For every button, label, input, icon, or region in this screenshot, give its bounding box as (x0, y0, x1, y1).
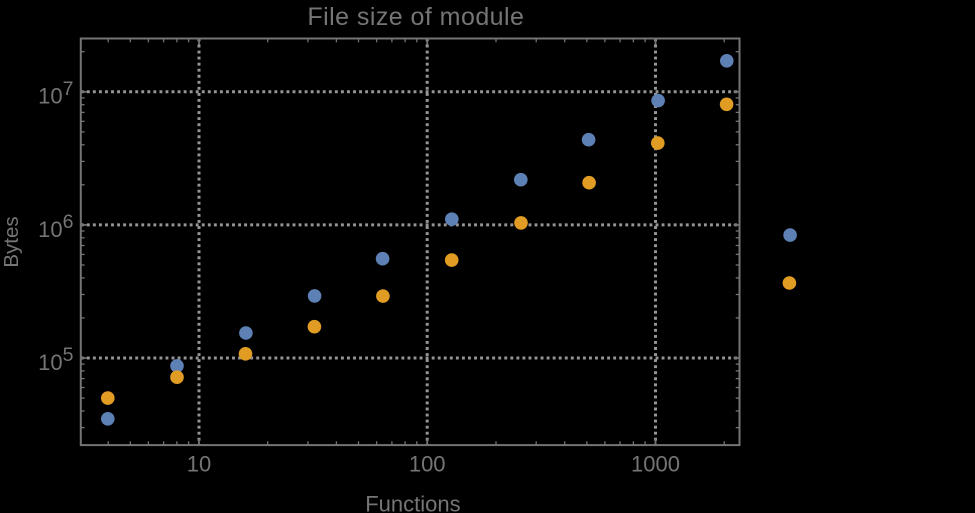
svg-text:100: 100 (409, 452, 446, 477)
svg-text:10: 10 (187, 452, 211, 477)
svg-text:Bytes: Bytes (0, 216, 23, 267)
svg-text:105: 105 (38, 344, 73, 375)
svg-text:File size of module: File size of module (307, 3, 524, 31)
svg-text:106: 106 (38, 211, 73, 242)
svg-text:Functions: Functions (365, 492, 460, 513)
svg-text:107: 107 (38, 78, 73, 109)
svg-text:1000: 1000 (631, 452, 680, 477)
